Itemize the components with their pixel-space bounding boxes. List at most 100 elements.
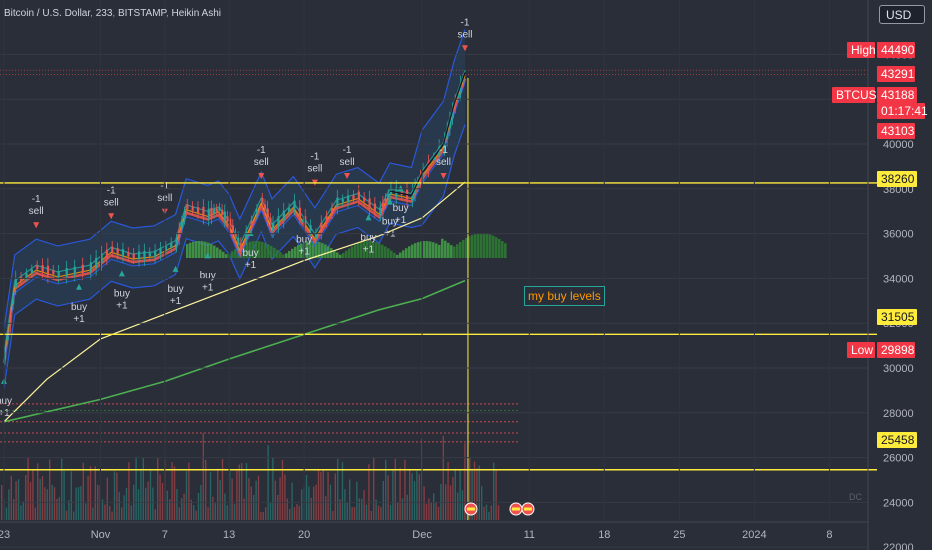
volume-bar (92, 507, 94, 520)
volume-bar (361, 498, 363, 520)
volume-bar (32, 469, 34, 520)
buy-arrow-icon (365, 214, 372, 221)
volume-bar (363, 490, 365, 520)
buy-level-lines[interactable] (0, 78, 877, 520)
histogram-bar (195, 241, 198, 258)
volume-bar (10, 475, 12, 520)
buy-level-25458-tag: 25458 (877, 432, 917, 448)
band-fill (4, 29, 465, 389)
candle-body (105, 249, 109, 258)
candle-body (231, 225, 234, 232)
candle-body (341, 199, 344, 203)
buy-level-38260-tag: 38260 (877, 171, 917, 187)
histogram-bar (339, 254, 342, 258)
volume-bar (459, 470, 461, 520)
histogram-bar (498, 239, 501, 258)
volume-bar (231, 478, 233, 520)
candle-body (14, 278, 17, 288)
candle-body (387, 194, 390, 198)
volume-bar (380, 506, 382, 520)
signal-label-buy: buy (0, 396, 12, 407)
candle-body (462, 78, 465, 83)
chart-style: Heikin Ashi (171, 8, 221, 19)
buy-arrow-icon (172, 265, 179, 272)
buy-levels-annotation[interactable]: my buy levels (524, 286, 605, 306)
histogram-bar (486, 233, 489, 258)
signal-label-buy: buy (393, 203, 409, 214)
candle-body (170, 242, 173, 248)
candle-body (111, 246, 114, 252)
volume-bar (389, 504, 392, 520)
histogram-bar (225, 254, 228, 258)
volume-bar (58, 497, 60, 520)
volume-bar (394, 458, 396, 520)
volume-bar (135, 456, 137, 520)
histogram-bar (294, 246, 297, 258)
volume-bar (94, 466, 96, 520)
candle-body (314, 233, 318, 239)
volume-bar (123, 495, 125, 520)
volume-bar (238, 464, 240, 520)
volume-bar (183, 493, 185, 520)
buy-arrow-icon (204, 252, 211, 259)
volume-bar (37, 463, 39, 520)
signal-label-buy: buy (167, 284, 183, 295)
volume-bar (298, 505, 300, 520)
volume-bar (353, 507, 356, 520)
histogram-bar (360, 242, 363, 258)
candle-body (52, 270, 55, 275)
histogram-bar (243, 243, 246, 258)
candle-body (89, 262, 92, 272)
histogram-bar (306, 241, 309, 258)
volume-bar (255, 480, 257, 520)
candle-body (95, 257, 98, 268)
volume-bar (269, 502, 272, 520)
time-axis[interactable]: 23 Nov 7 13 20 Dec 11 18 25 2024 8 (0, 0, 868, 541)
candle-body (272, 222, 275, 231)
histogram-bar (474, 233, 477, 258)
candle-body (427, 161, 430, 170)
volume-bar (5, 507, 8, 520)
candle-body (320, 222, 323, 232)
volume-bar (392, 470, 394, 520)
volume-bar (22, 501, 24, 520)
volume-bar (169, 499, 171, 520)
candle-body (245, 231, 248, 239)
currency-selector[interactable]: USD (879, 5, 925, 24)
signal-label-buy: +1 (363, 244, 375, 255)
histogram-bar (372, 241, 375, 258)
signal-label-buy: buy (382, 217, 398, 228)
buy-arrow-icon (76, 283, 83, 290)
candle-body (419, 175, 422, 182)
y-tick-34000: 34000 (883, 273, 914, 285)
histogram-bar (333, 250, 336, 258)
volume-bar (116, 472, 118, 520)
histogram-bar (291, 248, 294, 258)
histogram-bar (258, 241, 261, 258)
volume-bar (217, 468, 219, 520)
candle-body (309, 225, 312, 231)
volume-bar (111, 511, 113, 520)
histogram-bar (447, 242, 450, 258)
signal-label-buy: buy (360, 232, 376, 243)
signal-label-sell: sell (254, 157, 269, 168)
histogram-bar (423, 241, 426, 258)
volume-bar (178, 507, 180, 520)
volume-bar (344, 489, 346, 520)
volume-bar (154, 509, 156, 520)
level-43103-tag: 43103 (877, 123, 915, 139)
volume-bar (197, 493, 200, 520)
candle-body (288, 208, 291, 212)
histogram-bar (456, 244, 459, 258)
volume-bar (377, 505, 380, 520)
buy-arrow-icon (247, 230, 254, 236)
x-tick-Nov: Nov (91, 529, 111, 541)
volume-bar (265, 507, 267, 520)
candle-body (411, 191, 414, 200)
volume-bar (267, 445, 269, 520)
volume-bar (358, 498, 360, 520)
histogram-bar (390, 250, 393, 258)
candle-body (282, 210, 285, 221)
volume-bar (65, 510, 68, 520)
